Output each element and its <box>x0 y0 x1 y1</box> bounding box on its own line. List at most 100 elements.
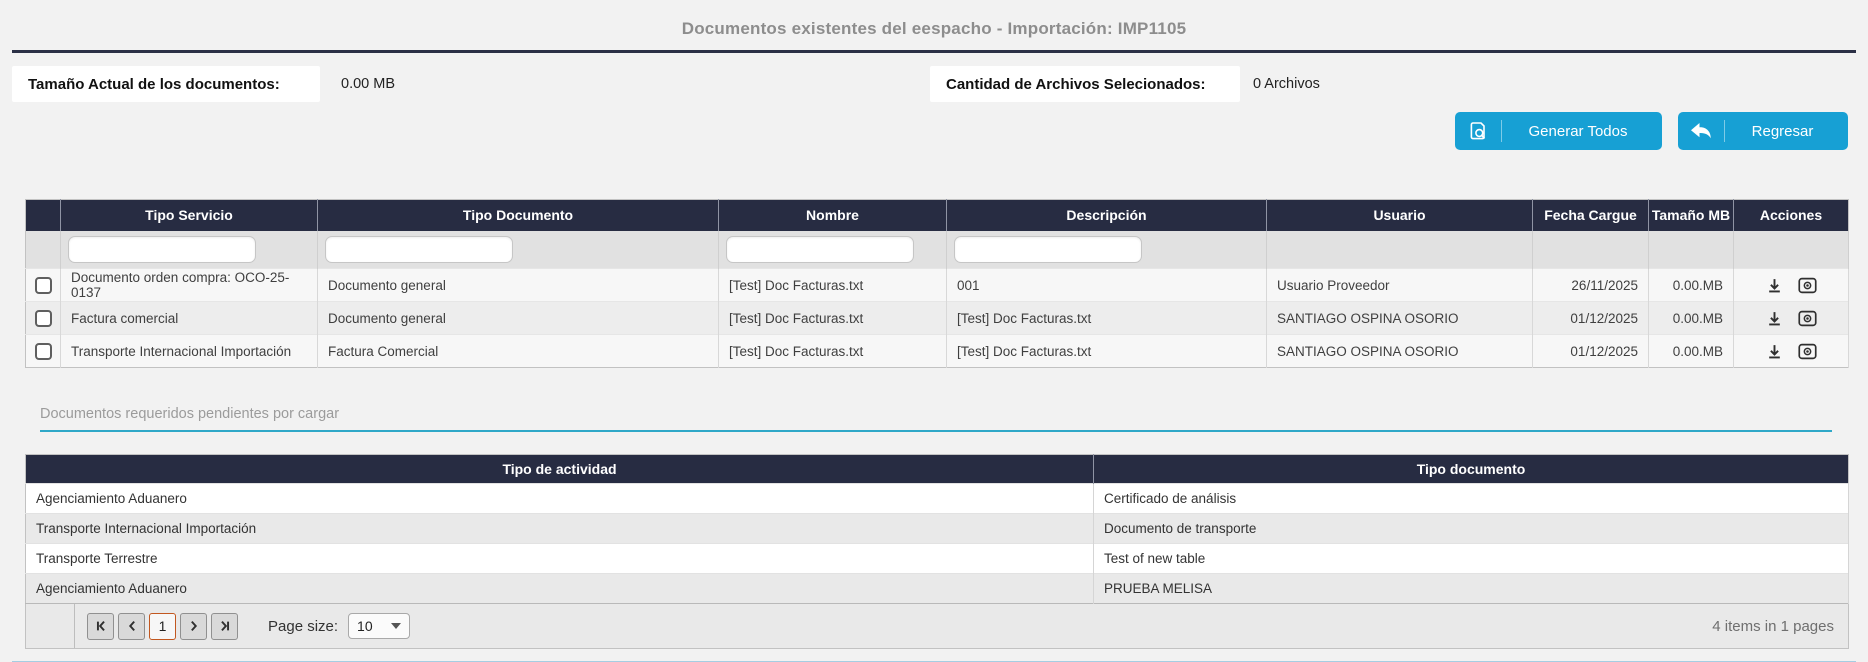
documents-table: Tipo Servicio Tipo Documento Nombre Desc… <box>25 199 1849 368</box>
cell-usuario: Usuario Proveedor <box>1266 268 1533 302</box>
document-search-icon <box>1455 121 1501 141</box>
column-header-tipo-documento: Tipo Documento <box>317 199 719 231</box>
page-title: Documentos existentes del eespacho - Imp… <box>681 19 1187 38</box>
cell-tamano-mb: 0.00.MB <box>1648 301 1734 335</box>
cell-tipo-actividad: Transporte Internacional Importación <box>25 513 1094 544</box>
documents-size-label: Tamaño Actual de los documentos: <box>12 66 320 102</box>
filter-cell-empty <box>1648 230 1734 269</box>
prev-page-icon[interactable] <box>118 612 145 640</box>
cell-tipo-actividad: Agenciamiento Aduanero <box>25 483 1094 514</box>
pagination-bar: 1 Page size: 10 <box>26 604 1848 648</box>
cell-tipo-documento: Factura Comercial <box>317 334 719 368</box>
cell-nombre: [Test] Doc Facturas.txt <box>718 334 947 368</box>
table-row: Agenciamiento Aduanero PRUEBA MELISA <box>25 573 1849 604</box>
select-column-header <box>25 199 61 231</box>
pending-section-title: Documentos requeridos pendientes por car… <box>40 406 1832 432</box>
documents-size-value: 0.00 MB <box>341 76 395 92</box>
filter-cell-empty <box>1733 230 1849 269</box>
next-page-icon[interactable] <box>180 612 207 640</box>
cell-fecha-cargue: 01/12/2025 <box>1532 334 1649 368</box>
selected-files-label: Cantidad de Archivos Selecionados: <box>930 66 1240 102</box>
eye-preview-icon[interactable] <box>1797 343 1817 360</box>
cell-tipo-servicio: Transporte Internacional Importación <box>60 334 318 368</box>
column-header-acciones: Acciones <box>1733 199 1849 231</box>
column-header-descripcion: Descripción <box>946 199 1267 231</box>
eye-preview-icon[interactable] <box>1797 277 1817 294</box>
column-header-nombre: Nombre <box>718 199 947 231</box>
cell-tamano-mb: 0.00.MB <box>1648 334 1734 368</box>
column-header-tipo-actividad: Tipo de actividad <box>25 454 1094 484</box>
current-page-button[interactable]: 1 <box>149 612 176 640</box>
column-header-tipo-documento: Tipo documento <box>1093 454 1849 484</box>
eye-preview-icon[interactable] <box>1797 310 1817 327</box>
pagination-row: 1 Page size: 10 <box>25 603 1849 649</box>
toolbar: Generar Todos Regresar <box>0 105 1868 157</box>
cell-tipo-documento: Documento de transporte <box>1093 513 1849 544</box>
table-row: Documento orden compra: OCO-25-0137 Docu… <box>25 268 1849 302</box>
cell-tipo-actividad: Transporte Terrestre <box>25 543 1094 574</box>
back-button[interactable]: Regresar <box>1678 112 1848 150</box>
cell-tipo-documento: Documento general <box>317 268 719 302</box>
cell-tipo-documento: PRUEBA MELISA <box>1093 573 1849 604</box>
column-header-tipo-servicio: Tipo Servicio <box>60 199 318 231</box>
generate-all-button[interactable]: Generar Todos <box>1455 112 1662 150</box>
column-header-tamano-mb: Tamaño MB <box>1648 199 1734 231</box>
pending-documents-table: Tipo de actividad Tipo documento Agencia… <box>25 454 1849 649</box>
column-header-fecha-cargue: Fecha Cargue <box>1532 199 1649 231</box>
filter-input-descripcion[interactable] <box>954 235 1142 263</box>
cell-nombre: [Test] Doc Facturas.txt <box>718 301 947 335</box>
arrow-back-icon <box>1678 121 1724 141</box>
pagination-summary: 4 items in 1 pages <box>1712 617 1834 635</box>
filter-input-nombre[interactable] <box>726 235 914 263</box>
cell-descripcion: [Test] Doc Facturas.txt <box>946 334 1267 368</box>
chevron-down-icon <box>391 623 402 629</box>
cell-tipo-documento: Certificado de análisis <box>1093 483 1849 514</box>
table-row: Factura comercial Documento general [Tes… <box>25 301 1849 335</box>
filter-input-tipo-servicio[interactable] <box>68 235 256 263</box>
cell-usuario: SANTIAGO OSPINA OSORIO <box>1266 334 1533 368</box>
last-page-icon[interactable] <box>211 612 238 640</box>
cell-descripcion: [Test] Doc Facturas.txt <box>946 301 1267 335</box>
back-label: Regresar <box>1751 122 1814 140</box>
first-page-icon[interactable] <box>87 612 114 640</box>
cell-tipo-actividad: Agenciamiento Aduanero <box>25 573 1094 604</box>
info-row: Tamaño Actual de los documentos: 0.00 MB… <box>0 53 1868 105</box>
column-header-usuario: Usuario <box>1266 199 1533 231</box>
cell-fecha-cargue: 01/12/2025 <box>1532 301 1649 335</box>
table-row: Transporte Internacional Importación Doc… <box>25 513 1849 544</box>
title-divider <box>12 50 1856 53</box>
table-row: Transporte Terrestre Test of new table <box>25 543 1849 574</box>
pending-table-header-row: Tipo de actividad Tipo documento <box>25 454 1849 484</box>
cell-tipo-servicio: Documento orden compra: OCO-25-0137 <box>60 268 318 302</box>
cell-nombre: [Test] Doc Facturas.txt <box>718 268 947 302</box>
cell-tipo-servicio: Factura comercial <box>60 301 318 335</box>
download-icon[interactable] <box>1766 343 1783 360</box>
page-size-value: 10 <box>357 618 373 634</box>
download-icon[interactable] <box>1766 277 1783 294</box>
filter-cell-empty <box>1266 230 1533 269</box>
pagination-divider <box>74 604 75 648</box>
page-size-select[interactable]: 10 <box>348 613 411 639</box>
row-checkbox[interactable] <box>34 342 52 360</box>
documents-table-header-row: Tipo Servicio Tipo Documento Nombre Desc… <box>25 199 1849 231</box>
cell-tipo-documento: Test of new table <box>1093 543 1849 574</box>
filter-cell-empty <box>25 230 61 269</box>
download-icon[interactable] <box>1766 310 1783 327</box>
page-size-label: Page size: <box>268 617 339 635</box>
button-separator <box>1724 120 1725 142</box>
row-checkbox[interactable] <box>34 309 52 327</box>
cell-usuario: SANTIAGO OSPINA OSORIO <box>1266 301 1533 335</box>
button-separator <box>1501 120 1502 142</box>
table-row: Transporte Internacional Importación Fac… <box>25 334 1849 368</box>
filter-input-tipo-documento[interactable] <box>325 235 513 263</box>
cell-fecha-cargue: 26/11/2025 <box>1532 268 1649 302</box>
generate-all-label: Generar Todos <box>1528 122 1628 140</box>
selected-files-value: 0 Archivos <box>1253 76 1320 92</box>
cell-tipo-documento: Documento general <box>317 301 719 335</box>
cell-descripcion: 001 <box>946 268 1267 302</box>
filter-row <box>25 230 1849 269</box>
table-row: Agenciamiento Aduanero Certificado de an… <box>25 483 1849 514</box>
row-checkbox[interactable] <box>34 276 52 294</box>
cell-tamano-mb: 0.00.MB <box>1648 268 1734 302</box>
filter-cell-empty <box>1532 230 1649 269</box>
